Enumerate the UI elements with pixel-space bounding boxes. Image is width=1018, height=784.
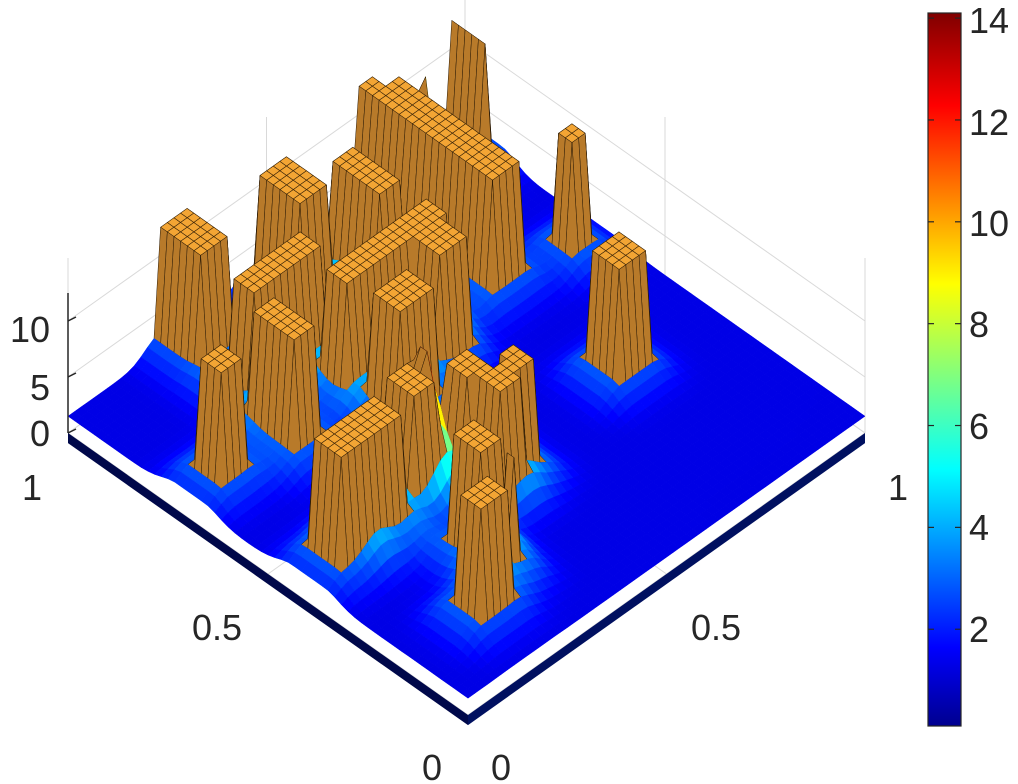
colorbar: 2 4 6 8 10 12 14 bbox=[927, 0, 1009, 727]
colorbar-tick-label-4: 4 bbox=[969, 507, 989, 548]
colorbar-tick-label-2: 2 bbox=[969, 609, 989, 650]
surface-mesh bbox=[67, 19, 866, 699]
colorbar-gradient bbox=[927, 12, 962, 727]
colorbar-tick-label-14: 14 bbox=[969, 0, 1009, 41]
colorbar-tick-label-6: 6 bbox=[969, 406, 989, 447]
x-tick-label-0: 0 bbox=[491, 747, 511, 784]
y-tick-label-0: 0 bbox=[422, 747, 442, 784]
z-tick-label-5: 5 bbox=[30, 367, 50, 408]
x-tick-label-05: 0.5 bbox=[691, 607, 741, 648]
colorbar-tick-marks bbox=[928, 17, 961, 630]
z-tick-label-10: 10 bbox=[10, 309, 50, 350]
x-tick-label-1: 1 bbox=[888, 467, 908, 508]
z-tick-label-0: 0 bbox=[30, 413, 50, 454]
colorbar-tick-label-12: 12 bbox=[969, 102, 1009, 143]
axes-frame bbox=[67, 293, 77, 434]
y-tick-label-05: 0.5 bbox=[192, 607, 242, 648]
slab-front-right-edge bbox=[468, 433, 865, 726]
colorbar-tick-label-10: 10 bbox=[969, 203, 1009, 244]
z-axis-tick-2 bbox=[67, 316, 77, 322]
surface-floor bbox=[68, 433, 865, 726]
surface-patch bbox=[460, 688, 476, 699]
colorbar-tick-label-8: 8 bbox=[969, 304, 989, 345]
z-axis-tick-1 bbox=[67, 372, 77, 378]
y-tick-label-1: 1 bbox=[22, 467, 42, 508]
z-axis-tick-0 bbox=[67, 428, 77, 434]
axis-tick-labels: 0 0.5 1 0 0.5 1 0 5 10 bbox=[10, 309, 908, 784]
slab-front-left-edge bbox=[68, 433, 468, 726]
